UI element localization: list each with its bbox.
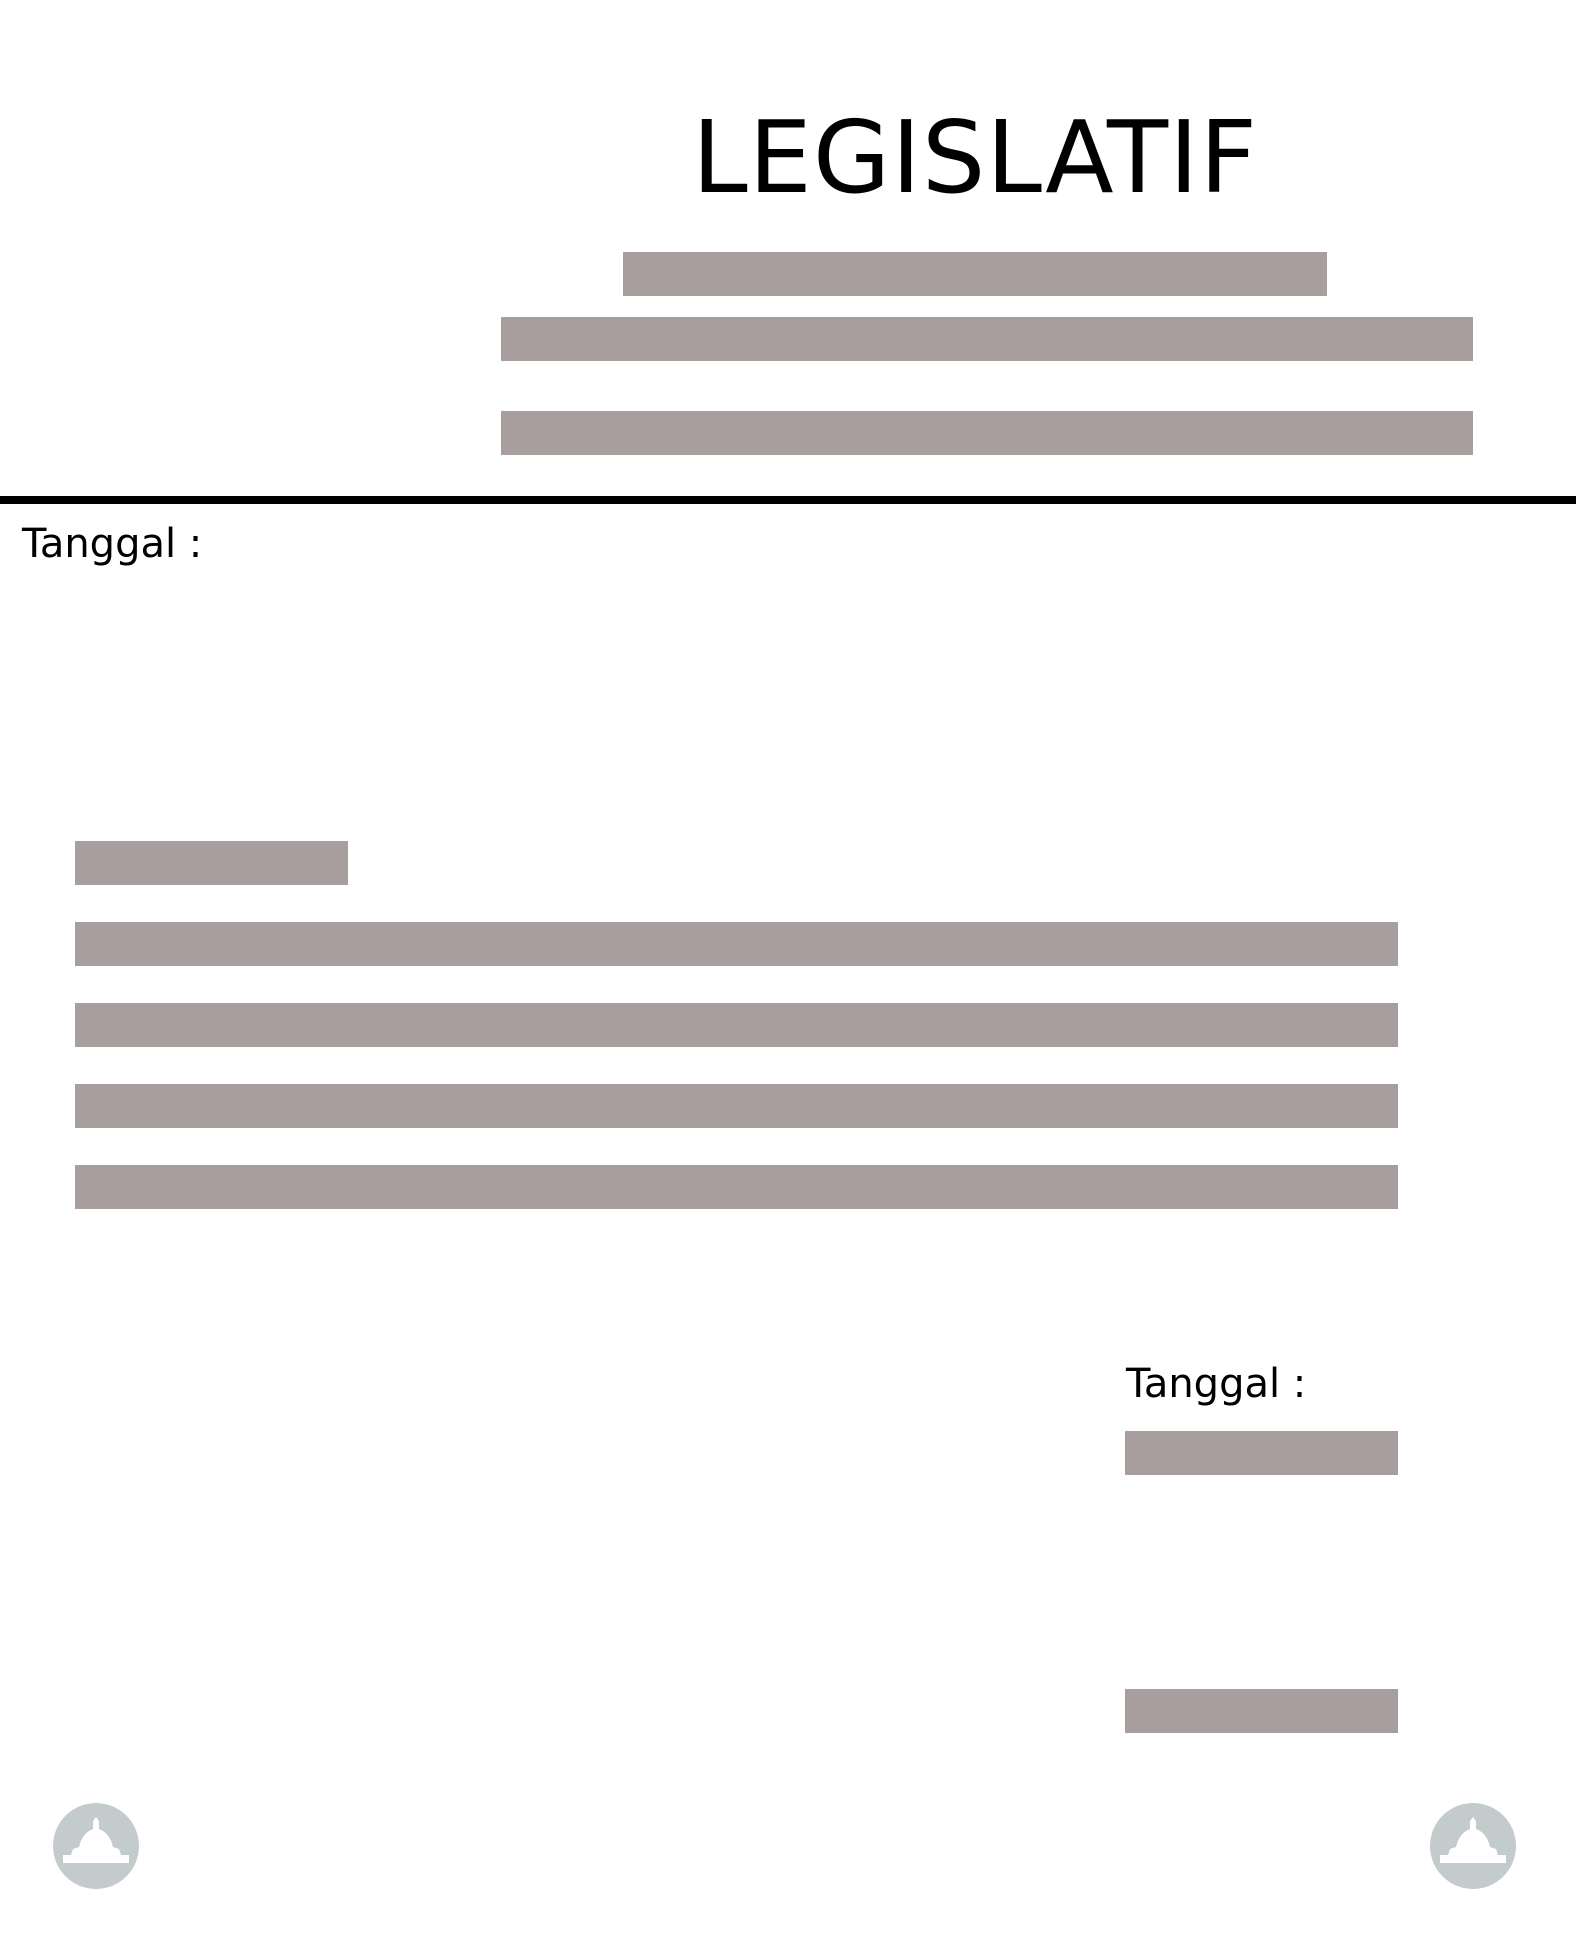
- redacted-header-line-3: [501, 411, 1473, 455]
- redacted-signature-name: [1125, 1689, 1398, 1733]
- header-divider: [0, 496, 1576, 504]
- document-title: LEGISLATIF: [691, 99, 1259, 216]
- redacted-body-line-3: [75, 1084, 1398, 1128]
- redacted-header-line-2: [501, 317, 1473, 361]
- dome-emblem-icon: [53, 1803, 139, 1889]
- signature-date-label: Tanggal :: [1126, 1361, 1307, 1407]
- redacted-body-line-1: [75, 922, 1398, 966]
- redacted-body-heading: [75, 841, 348, 885]
- dome-emblem-icon: [1430, 1803, 1516, 1889]
- redacted-body-line-2: [75, 1003, 1398, 1047]
- redacted-body-line-4: [75, 1165, 1398, 1209]
- redacted-signature-date: [1125, 1431, 1398, 1475]
- date-label: Tanggal :: [22, 521, 203, 567]
- redacted-header-line-1: [623, 252, 1327, 296]
